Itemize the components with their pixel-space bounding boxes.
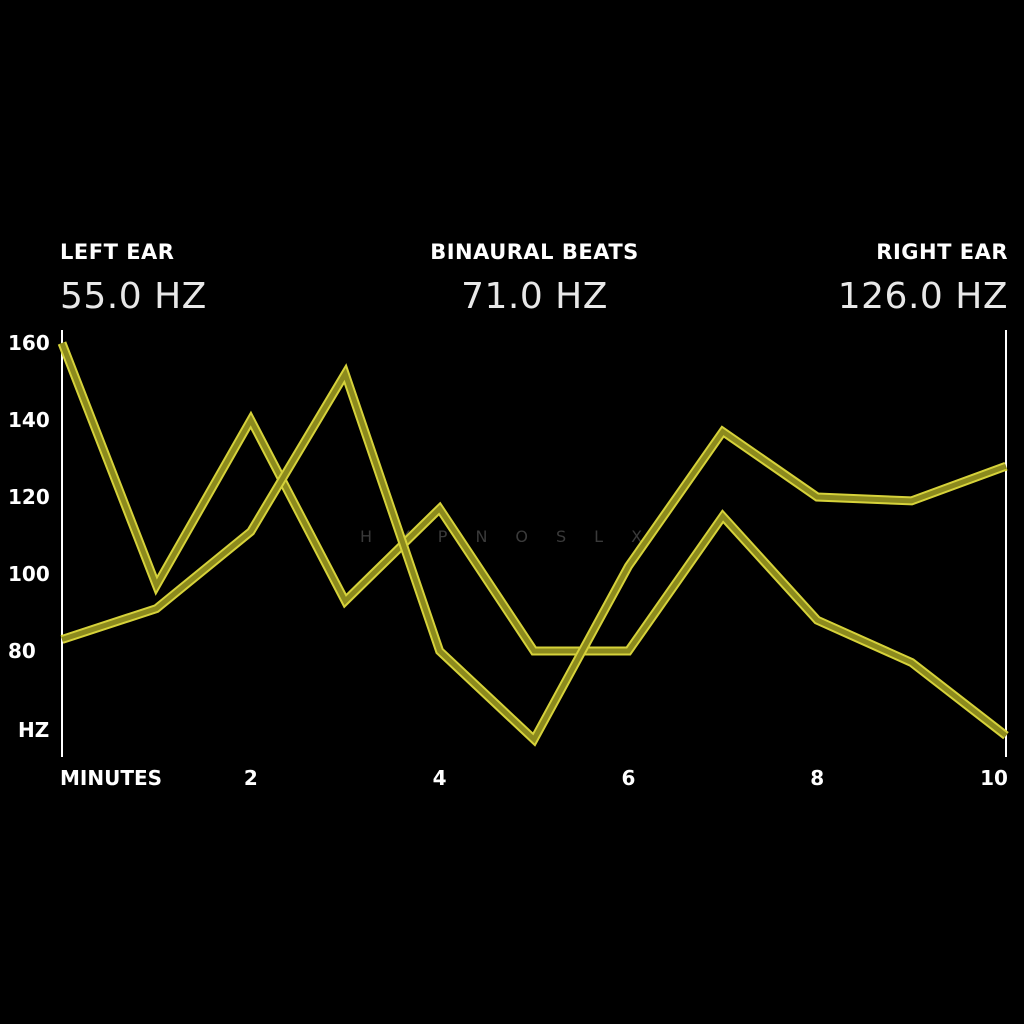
left-ear-label: LEFT EAR — [60, 240, 175, 264]
binaural-beats-value: 71.0 HZ — [461, 276, 608, 317]
series-line-1 — [59, 342, 1008, 738]
x-tick-label: 4 — [433, 766, 447, 790]
right-ear-label: RIGHT EAR — [876, 240, 1008, 264]
watermark: HYPNOSLX — [360, 527, 670, 546]
x-tick-label: 10 — [980, 766, 1008, 790]
x-tick-label: 8 — [810, 766, 824, 790]
y-tick-label: 160 — [8, 331, 50, 355]
y-tick-label: 140 — [8, 408, 50, 432]
y-tick-label: 100 — [8, 562, 50, 586]
x-tick-label: 6 — [621, 766, 635, 790]
series-line-2 — [61, 367, 1007, 744]
y-axis-label: HZ — [18, 718, 49, 742]
binaural-beats-label: BINAURAL BEATS — [430, 240, 639, 264]
y-tick-label: 80 — [8, 639, 36, 663]
x-axis-label: MINUTES — [60, 766, 162, 790]
series-line-2-outline — [60, 363, 1008, 747]
right-ear-value: 126.0 HZ — [837, 276, 1008, 317]
left-ear-value: 55.0 HZ — [60, 276, 207, 317]
y-tick-label: 120 — [8, 485, 50, 509]
x-tick-label: 2 — [244, 766, 258, 790]
